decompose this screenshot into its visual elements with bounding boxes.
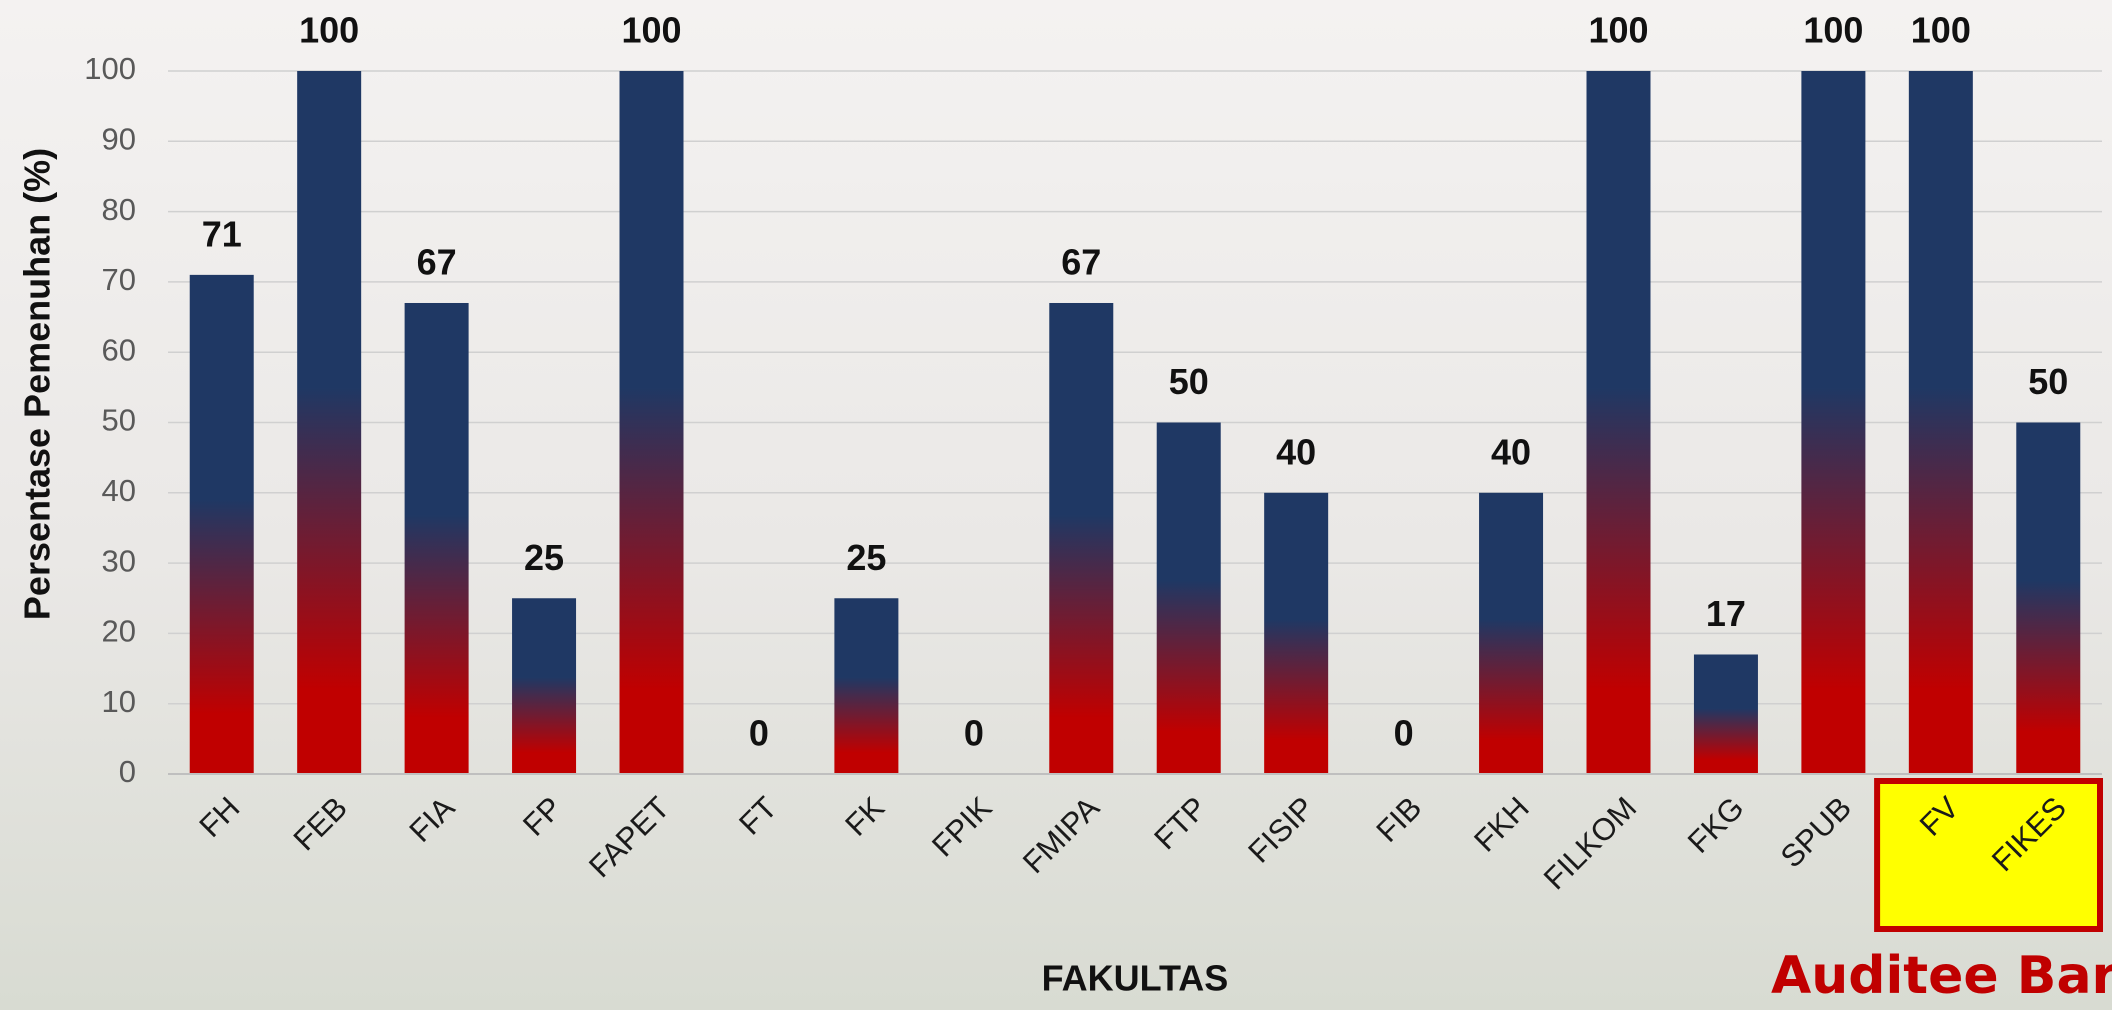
bar [2016,423,2080,775]
value-label: 100 [621,10,681,51]
value-label: 100 [299,10,359,51]
bar [1049,303,1113,774]
y-tick-label: 0 [119,754,136,789]
y-axis-title: Persentase Pemenuhan (%) [17,148,58,620]
bar [1801,71,1865,774]
value-label: 25 [524,537,564,578]
value-label: 67 [1061,242,1101,283]
value-label: 50 [1169,361,1209,402]
bar [1157,423,1221,775]
value-label: 50 [2028,361,2068,402]
value-label: 0 [964,713,984,754]
y-tick-label: 10 [102,684,136,719]
bar [1479,493,1543,774]
bar [190,275,254,774]
y-tick-label: 60 [102,332,136,367]
value-label: 25 [846,537,886,578]
value-label: 40 [1276,431,1316,472]
value-label: 100 [1588,10,1648,51]
value-label: 17 [1706,593,1746,634]
value-label: 40 [1491,431,1531,472]
x-axis-title: FAKULTAS [1042,958,1229,999]
y-tick-label: 40 [102,473,136,508]
bar [620,71,684,774]
bar [1909,71,1973,774]
y-tick-label: 20 [102,614,136,649]
value-label: 67 [417,242,457,283]
y-tick-label: 30 [102,543,136,578]
value-label: 0 [749,713,769,754]
chart: FAKULTAS Persentase Pemenuhan (%) Audite… [0,0,2112,1010]
bar [297,71,361,774]
bar [834,598,898,774]
bar [405,303,469,774]
value-label: 100 [1803,10,1863,51]
bar [1264,493,1328,774]
y-tick-label: 90 [102,121,136,156]
bar [512,598,576,774]
y-tick-label: 70 [102,262,136,297]
y-tick-label: 80 [102,192,136,227]
value-label: 0 [1394,713,1414,754]
value-label: 100 [1911,10,1971,51]
bar [1587,71,1651,774]
y-tick-label: 100 [84,51,136,86]
annotation: Auditee Baru 20 [1771,946,2112,1006]
value-label: 71 [202,213,242,254]
y-tick-label: 50 [102,403,136,438]
bar [1694,654,1758,774]
